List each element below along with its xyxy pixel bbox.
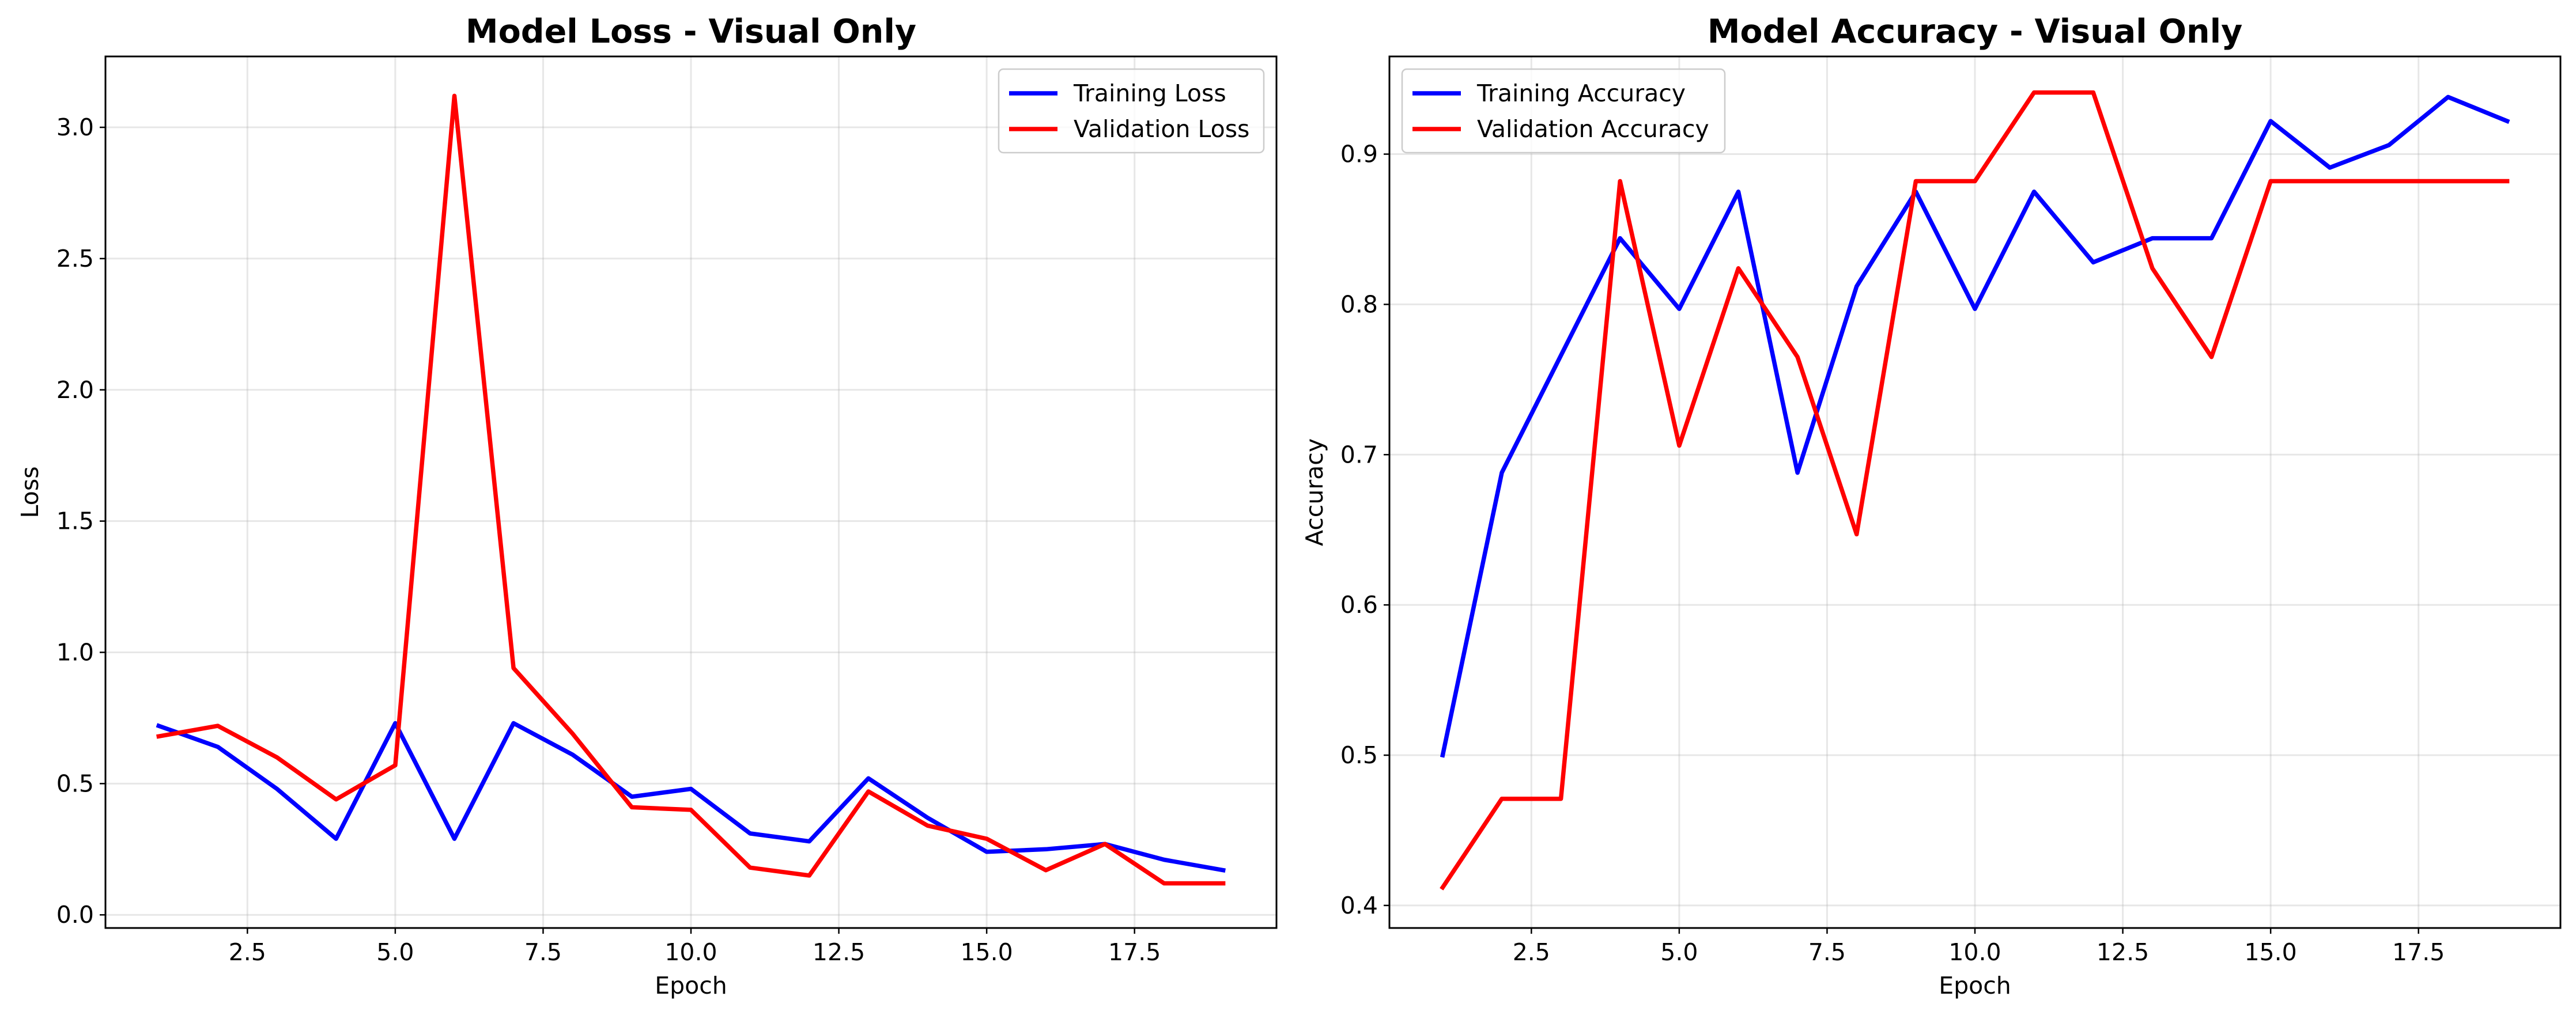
x-tick-label: 5.0 [376,938,414,966]
y-axis-label: Accuracy [1301,438,1328,546]
series-line-training-loss [156,721,1226,873]
accuracy-chart: 2.5 5.0 7.5 10.0 12.5 15.0 17.5 0.4 0.5 0.6 0.7 0.8… [1301,13,2562,999]
loss-chart: 2.5 5.0 7.5 10.0 12.5 15.0 17.5 0.0 0.5 1.0 1.5 2.0… [16,13,1278,999]
x-tick-label: 10.0 [664,938,717,966]
y-tick-label: 3.0 [56,113,94,141]
x-tick-label: 5.0 [1660,938,1698,966]
axes-frame [104,55,1278,929]
series-line-validation-accuracy [1440,90,2510,891]
y-tick-label: 0.8 [1340,290,1378,318]
series-line-validation-loss [156,93,1226,886]
x-tick-label: 2.5 [229,938,266,966]
y-tick-label: 0.5 [1340,741,1378,769]
y-tick-label: 0.5 [56,770,94,797]
x-tick-label: 17.5 [2392,938,2445,966]
y-tick-label: 1.5 [56,507,94,535]
x-axis-label: Epoch [1939,972,2011,999]
y-axis-label: Loss [16,467,44,518]
chart-title: Model Loss - Visual Only [466,13,916,51]
x-tick-label: 7.5 [1808,938,1846,966]
y-tick-label: 0.7 [1340,441,1378,468]
axes-frame [1388,55,2562,929]
series-line-training-accuracy [1440,94,2510,758]
y-tick-label: 2.0 [56,376,94,404]
legend-label: Training Loss [1073,79,1226,107]
chart-title: Model Accuracy - Visual Only [1708,13,2243,51]
x-axis-label: Epoch [655,972,727,999]
y-tick-label: 0.0 [56,901,94,929]
legend: Training Loss Validation Loss [998,68,1265,154]
x-tick-label: 17.5 [1108,938,1161,966]
y-tick-label: 0.4 [1340,892,1378,919]
legend-label: Validation Accuracy [1477,115,1709,143]
x-tick-label: 15.0 [2244,938,2297,966]
legend-label: Validation Loss [1074,115,1249,143]
x-tick-label: 15.0 [960,938,1013,966]
y-tick-label: 1.0 [56,638,94,666]
y-tick-label: 0.9 [1340,141,1378,168]
legend-box [1401,68,1726,154]
legend: Training Accuracy Validation Accuracy [1401,68,1726,154]
legend-label: Training Accuracy [1476,79,1686,107]
x-tick-label: 10.0 [1948,938,2001,966]
x-tick-label: 2.5 [1513,938,1550,966]
y-tick-label: 2.5 [56,245,94,272]
x-tick-label: 12.5 [2097,938,2149,966]
y-tick-label: 0.6 [1340,591,1378,619]
x-tick-label: 12.5 [813,938,865,966]
legend-box [998,68,1265,154]
x-tick-label: 7.5 [524,938,562,966]
